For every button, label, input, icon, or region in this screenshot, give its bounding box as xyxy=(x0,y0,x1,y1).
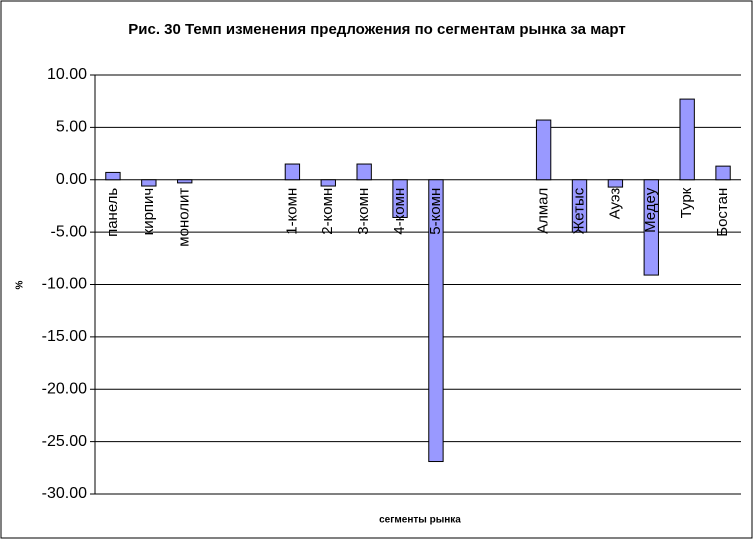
x-tick-label: кирпич xyxy=(140,188,157,236)
y-tick-label: -15.00 xyxy=(42,328,87,345)
x-tick-label: 2-комн xyxy=(319,188,336,235)
x-tick-label: Турк xyxy=(678,187,695,218)
y-tick-label: -20.00 xyxy=(42,380,87,397)
bar xyxy=(105,171,121,181)
bar xyxy=(535,119,552,181)
chart-title: Рис. 30 Темп изменения предложения по се… xyxy=(128,21,626,38)
y-tick-label: -10.00 xyxy=(42,276,87,293)
x-tick-label: 1-комн xyxy=(283,188,300,235)
y-tick-label: -5.00 xyxy=(51,223,88,240)
bar xyxy=(428,179,444,463)
x-tick-label: Бостан xyxy=(714,188,731,237)
x-tick-label: 5-комн xyxy=(427,188,444,235)
y-tick-label: -30.00 xyxy=(42,485,87,502)
x-tick-label: 3-комн xyxy=(355,188,372,235)
x-tick-label: монолит xyxy=(176,188,193,247)
bar xyxy=(177,179,193,184)
bar xyxy=(320,179,336,187)
x-axis-title: сегменты рынка xyxy=(379,515,461,526)
y-tick-label: 0.00 xyxy=(56,171,87,188)
x-tick-label: панель xyxy=(104,188,121,237)
y-tick-label: 5.00 xyxy=(56,119,87,136)
bar xyxy=(356,163,372,181)
y-tick-label: -25.00 xyxy=(42,433,87,450)
y-axis-title: % xyxy=(15,280,26,289)
bar xyxy=(284,163,301,181)
x-tick-label: Медеу xyxy=(642,187,659,233)
y-tick-label: 10.00 xyxy=(47,66,87,83)
bar xyxy=(141,179,157,187)
bar xyxy=(392,179,408,218)
bar xyxy=(607,179,624,188)
x-tick-label: Алмал xyxy=(535,188,552,234)
x-tick-label: Жетыс xyxy=(570,187,587,234)
bar xyxy=(571,179,588,233)
x-tick-label: 4-комн xyxy=(391,188,408,235)
bar xyxy=(643,179,659,276)
x-tick-label: Ауэз xyxy=(606,188,623,220)
bar xyxy=(679,98,695,181)
bar xyxy=(715,165,731,181)
